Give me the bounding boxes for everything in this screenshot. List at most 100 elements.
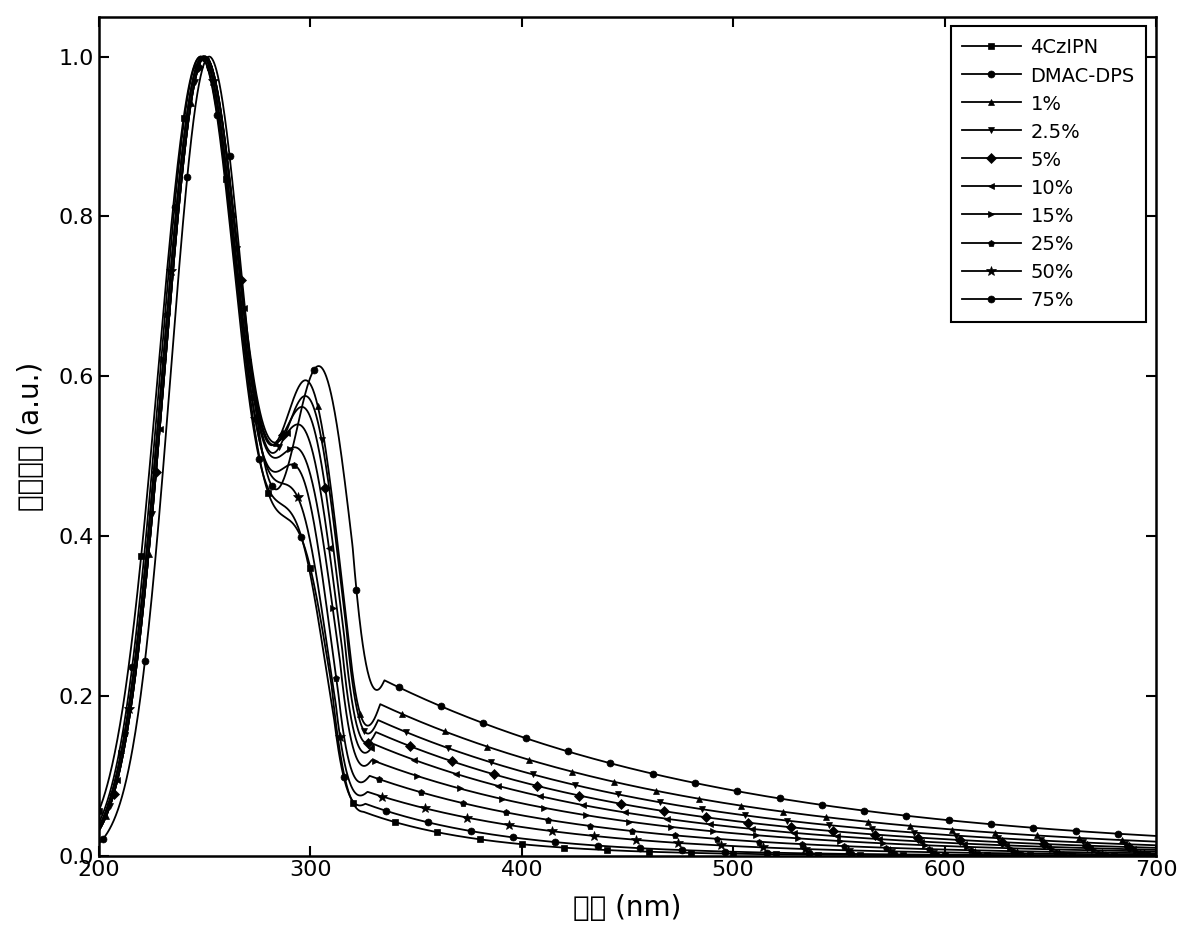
10% — [146, 502, 160, 514]
4CzIPN — [1149, 850, 1163, 861]
25% — [196, 51, 210, 62]
Line: 25%: 25% — [96, 54, 1159, 856]
4CzIPN — [924, 850, 938, 861]
15% — [1149, 846, 1163, 857]
75% — [1149, 850, 1163, 861]
2.5% — [578, 782, 592, 793]
4CzIPN — [146, 425, 160, 437]
1% — [1119, 835, 1133, 846]
10% — [92, 825, 106, 837]
50% — [1149, 849, 1163, 860]
75% — [1119, 850, 1133, 861]
4CzIPN — [193, 51, 208, 62]
5% — [146, 502, 160, 514]
2.5% — [1149, 839, 1163, 851]
Line: 50%: 50% — [94, 52, 1161, 859]
1% — [92, 825, 106, 837]
15% — [146, 479, 160, 490]
50% — [924, 847, 938, 858]
Line: 5%: 5% — [96, 54, 1159, 852]
DMAC-DPS — [924, 813, 938, 824]
DMAC-DPS — [92, 838, 106, 849]
Line: 2.5%: 2.5% — [96, 54, 1159, 849]
DMAC-DPS — [578, 751, 592, 762]
25% — [578, 820, 592, 831]
5% — [1119, 841, 1133, 853]
10% — [1119, 843, 1133, 854]
2.5% — [607, 788, 621, 799]
Legend: 4CzIPN, DMAC-DPS, 1%, 2.5%, 5%, 10%, 15%, 25%, 50%, 75%: 4CzIPN, DMAC-DPS, 1%, 2.5%, 5%, 10%, 15%… — [950, 26, 1146, 322]
2.5% — [1119, 839, 1133, 850]
50% — [146, 479, 160, 490]
1% — [1149, 836, 1163, 847]
1% — [1119, 835, 1133, 846]
10% — [924, 837, 938, 848]
1% — [924, 823, 938, 834]
2.5% — [92, 825, 106, 837]
4CzIPN — [1119, 850, 1133, 861]
4CzIPN — [607, 845, 621, 856]
DMAC-DPS — [1119, 828, 1133, 839]
25% — [924, 843, 938, 854]
15% — [92, 822, 106, 833]
4CzIPN — [92, 805, 106, 816]
5% — [578, 792, 592, 803]
75% — [924, 849, 938, 860]
75% — [193, 51, 208, 62]
15% — [196, 51, 210, 62]
DMAC-DPS — [146, 580, 160, 592]
75% — [146, 454, 160, 465]
15% — [924, 839, 938, 851]
Line: 15%: 15% — [96, 54, 1159, 855]
4CzIPN — [578, 843, 592, 854]
DMAC-DPS — [1119, 828, 1133, 839]
X-axis label: 波长 (nm): 波长 (nm) — [573, 894, 682, 922]
75% — [1119, 850, 1133, 861]
25% — [1119, 847, 1133, 858]
15% — [1119, 845, 1133, 856]
1% — [146, 502, 160, 514]
5% — [198, 51, 213, 62]
5% — [1119, 841, 1133, 853]
1% — [578, 769, 592, 780]
2.5% — [1119, 839, 1133, 850]
2.5% — [198, 51, 213, 62]
Line: DMAC-DPS: DMAC-DPS — [96, 54, 1159, 847]
5% — [924, 833, 938, 844]
25% — [1119, 847, 1133, 858]
DMAC-DPS — [607, 759, 621, 770]
Line: 75%: 75% — [96, 54, 1159, 859]
1% — [607, 776, 621, 787]
25% — [1149, 848, 1163, 859]
DMAC-DPS — [202, 51, 216, 62]
50% — [1119, 849, 1133, 860]
Line: 10%: 10% — [96, 54, 1159, 854]
4CzIPN — [1119, 850, 1133, 861]
75% — [578, 839, 592, 851]
50% — [578, 829, 592, 840]
75% — [92, 817, 106, 828]
25% — [146, 478, 160, 489]
75% — [607, 841, 621, 853]
10% — [1149, 844, 1163, 855]
Y-axis label: 任意强度 (a.u.): 任意强度 (a.u.) — [17, 362, 44, 511]
2.5% — [146, 502, 160, 514]
5% — [607, 797, 621, 808]
DMAC-DPS — [1149, 830, 1163, 841]
2.5% — [924, 828, 938, 839]
25% — [92, 822, 106, 833]
50% — [1119, 849, 1133, 860]
5% — [1149, 842, 1163, 854]
10% — [578, 800, 592, 811]
15% — [607, 814, 621, 825]
10% — [1119, 843, 1133, 854]
50% — [607, 832, 621, 843]
5% — [92, 825, 106, 837]
Line: 4CzIPN: 4CzIPN — [96, 54, 1159, 859]
Line: 1%: 1% — [96, 54, 1159, 845]
50% — [196, 51, 210, 62]
15% — [1119, 845, 1133, 856]
15% — [578, 809, 592, 821]
10% — [607, 805, 621, 816]
50% — [92, 822, 106, 833]
